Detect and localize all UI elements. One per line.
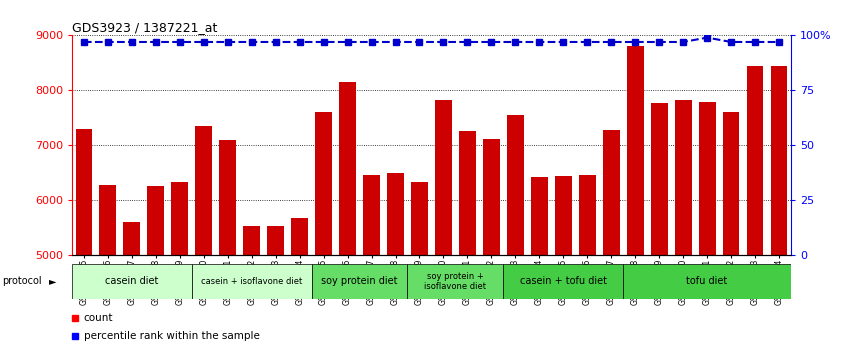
Bar [507, 115, 524, 255]
Bar [291, 218, 308, 255]
Text: count: count [84, 313, 113, 323]
Bar [603, 130, 619, 255]
Text: soy protein diet: soy protein diet [321, 276, 398, 286]
Bar [195, 126, 212, 255]
Bar [675, 99, 691, 255]
Bar [624, 264, 791, 299]
Bar [72, 264, 192, 299]
Text: tofu diet: tofu diet [686, 276, 728, 286]
Bar [387, 172, 404, 255]
Bar [147, 186, 164, 255]
Bar [771, 66, 788, 255]
Bar [699, 102, 716, 255]
Text: soy protein +
isoflavone diet: soy protein + isoflavone diet [425, 272, 486, 291]
Bar [267, 226, 284, 255]
Text: casein + isoflavone diet: casein + isoflavone diet [201, 277, 302, 286]
Bar [747, 66, 763, 255]
Bar [627, 46, 644, 255]
Bar [722, 112, 739, 255]
Bar [459, 131, 475, 255]
Bar [408, 264, 503, 299]
Text: casein + tofu diet: casein + tofu diet [519, 276, 607, 286]
Bar [555, 176, 572, 255]
Text: percentile rank within the sample: percentile rank within the sample [84, 331, 260, 341]
Text: protocol: protocol [2, 276, 41, 286]
Bar [75, 129, 92, 255]
Bar [503, 264, 624, 299]
Bar [192, 264, 311, 299]
Bar [100, 185, 116, 255]
Text: ►: ► [49, 276, 57, 286]
Bar [219, 139, 236, 255]
Text: GDS3923 / 1387221_at: GDS3923 / 1387221_at [72, 21, 217, 34]
Bar [124, 222, 140, 255]
Bar [363, 175, 380, 255]
Bar [172, 182, 188, 255]
Bar [483, 138, 500, 255]
Text: casein diet: casein diet [105, 276, 158, 286]
Bar [311, 264, 408, 299]
Bar [435, 100, 452, 255]
Bar [339, 82, 356, 255]
Bar [316, 112, 332, 255]
Bar [531, 177, 547, 255]
Bar [579, 175, 596, 255]
Bar [244, 226, 260, 255]
Bar [651, 103, 667, 255]
Bar [411, 182, 428, 255]
